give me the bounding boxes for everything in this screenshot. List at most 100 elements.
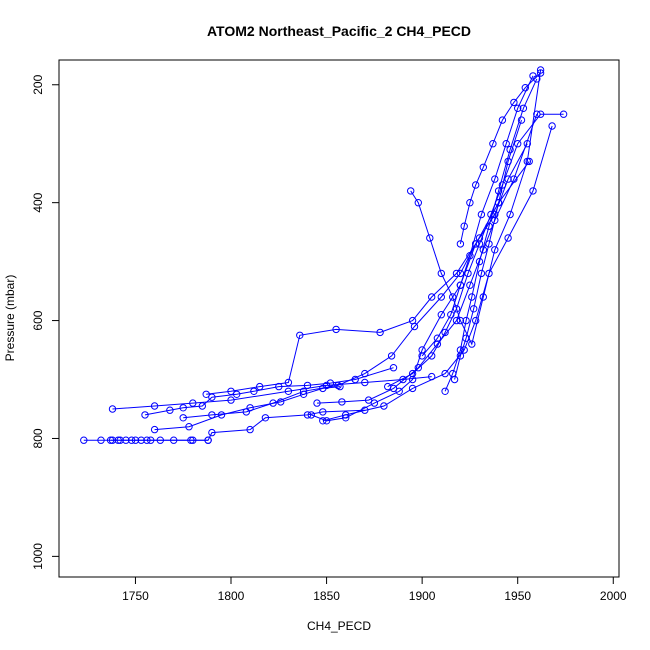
data-point <box>536 110 545 118</box>
data-point <box>504 157 512 166</box>
data-point <box>433 340 442 348</box>
data-point <box>179 404 187 412</box>
data-point <box>116 436 124 444</box>
data-point <box>466 281 474 289</box>
data-point <box>376 328 384 337</box>
series-layer <box>80 66 568 444</box>
data-point <box>227 387 235 395</box>
data-point <box>506 145 514 154</box>
series-line <box>144 367 394 416</box>
data-point <box>364 396 373 404</box>
data-point <box>452 269 461 278</box>
data-point <box>475 257 484 266</box>
x-axis: 1750 1800 1850 1900 1950 2000 <box>122 576 627 603</box>
data-point <box>510 98 518 107</box>
series-line <box>112 376 432 410</box>
data-point <box>408 375 417 384</box>
data-point <box>198 402 207 410</box>
data-point <box>489 140 497 148</box>
data-point <box>414 199 422 207</box>
data-point <box>514 140 522 148</box>
data-point <box>519 104 528 113</box>
data-point <box>242 408 251 416</box>
data-point <box>284 378 293 387</box>
y-tick-label: 1000 <box>31 543 45 570</box>
data-point <box>468 293 476 301</box>
data-point <box>319 417 327 425</box>
data-point <box>456 281 465 289</box>
data-point <box>462 316 470 325</box>
data-point <box>456 269 465 278</box>
data-point <box>395 387 403 395</box>
data-point <box>452 305 461 313</box>
data-point <box>150 402 159 410</box>
series-line <box>454 119 522 380</box>
data-point <box>494 199 503 207</box>
x-tick-label: 1950 <box>504 589 531 603</box>
data-point <box>269 399 277 407</box>
data-point <box>97 436 105 444</box>
data-point <box>466 252 474 260</box>
data-point <box>389 364 398 372</box>
series-line <box>110 409 365 441</box>
x-tick-label: 1750 <box>122 589 149 603</box>
y-axis: 200 400 600 800 1000 <box>31 74 60 570</box>
data-point <box>456 240 465 248</box>
data-point <box>472 316 480 325</box>
data-point <box>336 382 344 391</box>
data-point <box>256 382 264 391</box>
data-point <box>179 414 187 422</box>
data-point <box>380 402 388 410</box>
data-point <box>313 399 321 407</box>
data-point <box>141 411 149 419</box>
series-line <box>459 72 541 245</box>
x-tick-label: 1900 <box>409 589 436 603</box>
data-point <box>441 328 449 337</box>
data-point <box>296 331 304 339</box>
data-point <box>227 396 235 404</box>
data-point <box>525 157 533 166</box>
data-point <box>510 175 518 183</box>
series-line <box>421 75 534 357</box>
chart-title: ATOM2 Northeast_Pacific_2 CH4_PECD <box>207 23 471 39</box>
data-point <box>319 408 327 416</box>
x-axis-label: CH4_PECD <box>307 619 371 633</box>
plot-frame <box>58 59 620 578</box>
data-point <box>370 399 379 407</box>
data-point <box>460 346 468 354</box>
data-point <box>185 423 193 431</box>
series-line <box>316 114 538 404</box>
data-point <box>485 269 493 278</box>
series-line <box>410 69 542 346</box>
data-point <box>108 405 117 413</box>
series-line <box>183 243 477 419</box>
data-point <box>502 140 510 148</box>
data-point <box>437 293 445 301</box>
data-point <box>150 425 159 434</box>
data-point <box>428 352 436 360</box>
data-point <box>498 116 507 124</box>
data-point <box>475 234 484 242</box>
data-point <box>477 210 486 219</box>
data-point <box>491 246 499 254</box>
data-point <box>437 311 445 319</box>
data-point <box>479 163 487 172</box>
data-point <box>548 122 556 130</box>
data-point <box>233 390 241 398</box>
data-point <box>456 352 465 360</box>
data-point <box>485 222 493 230</box>
y-tick-label: 200 <box>31 74 45 94</box>
data-point <box>426 234 434 242</box>
data-point <box>166 406 174 414</box>
y-tick-label: 600 <box>31 310 45 330</box>
data-point <box>334 381 342 390</box>
x-tick-label: 1800 <box>218 589 245 603</box>
y-tick-label: 400 <box>31 192 45 212</box>
data-point <box>408 369 417 378</box>
data-point <box>204 436 212 444</box>
data-point <box>521 84 529 92</box>
data-point <box>137 436 145 444</box>
data-point <box>299 387 308 395</box>
data-point <box>447 311 455 319</box>
